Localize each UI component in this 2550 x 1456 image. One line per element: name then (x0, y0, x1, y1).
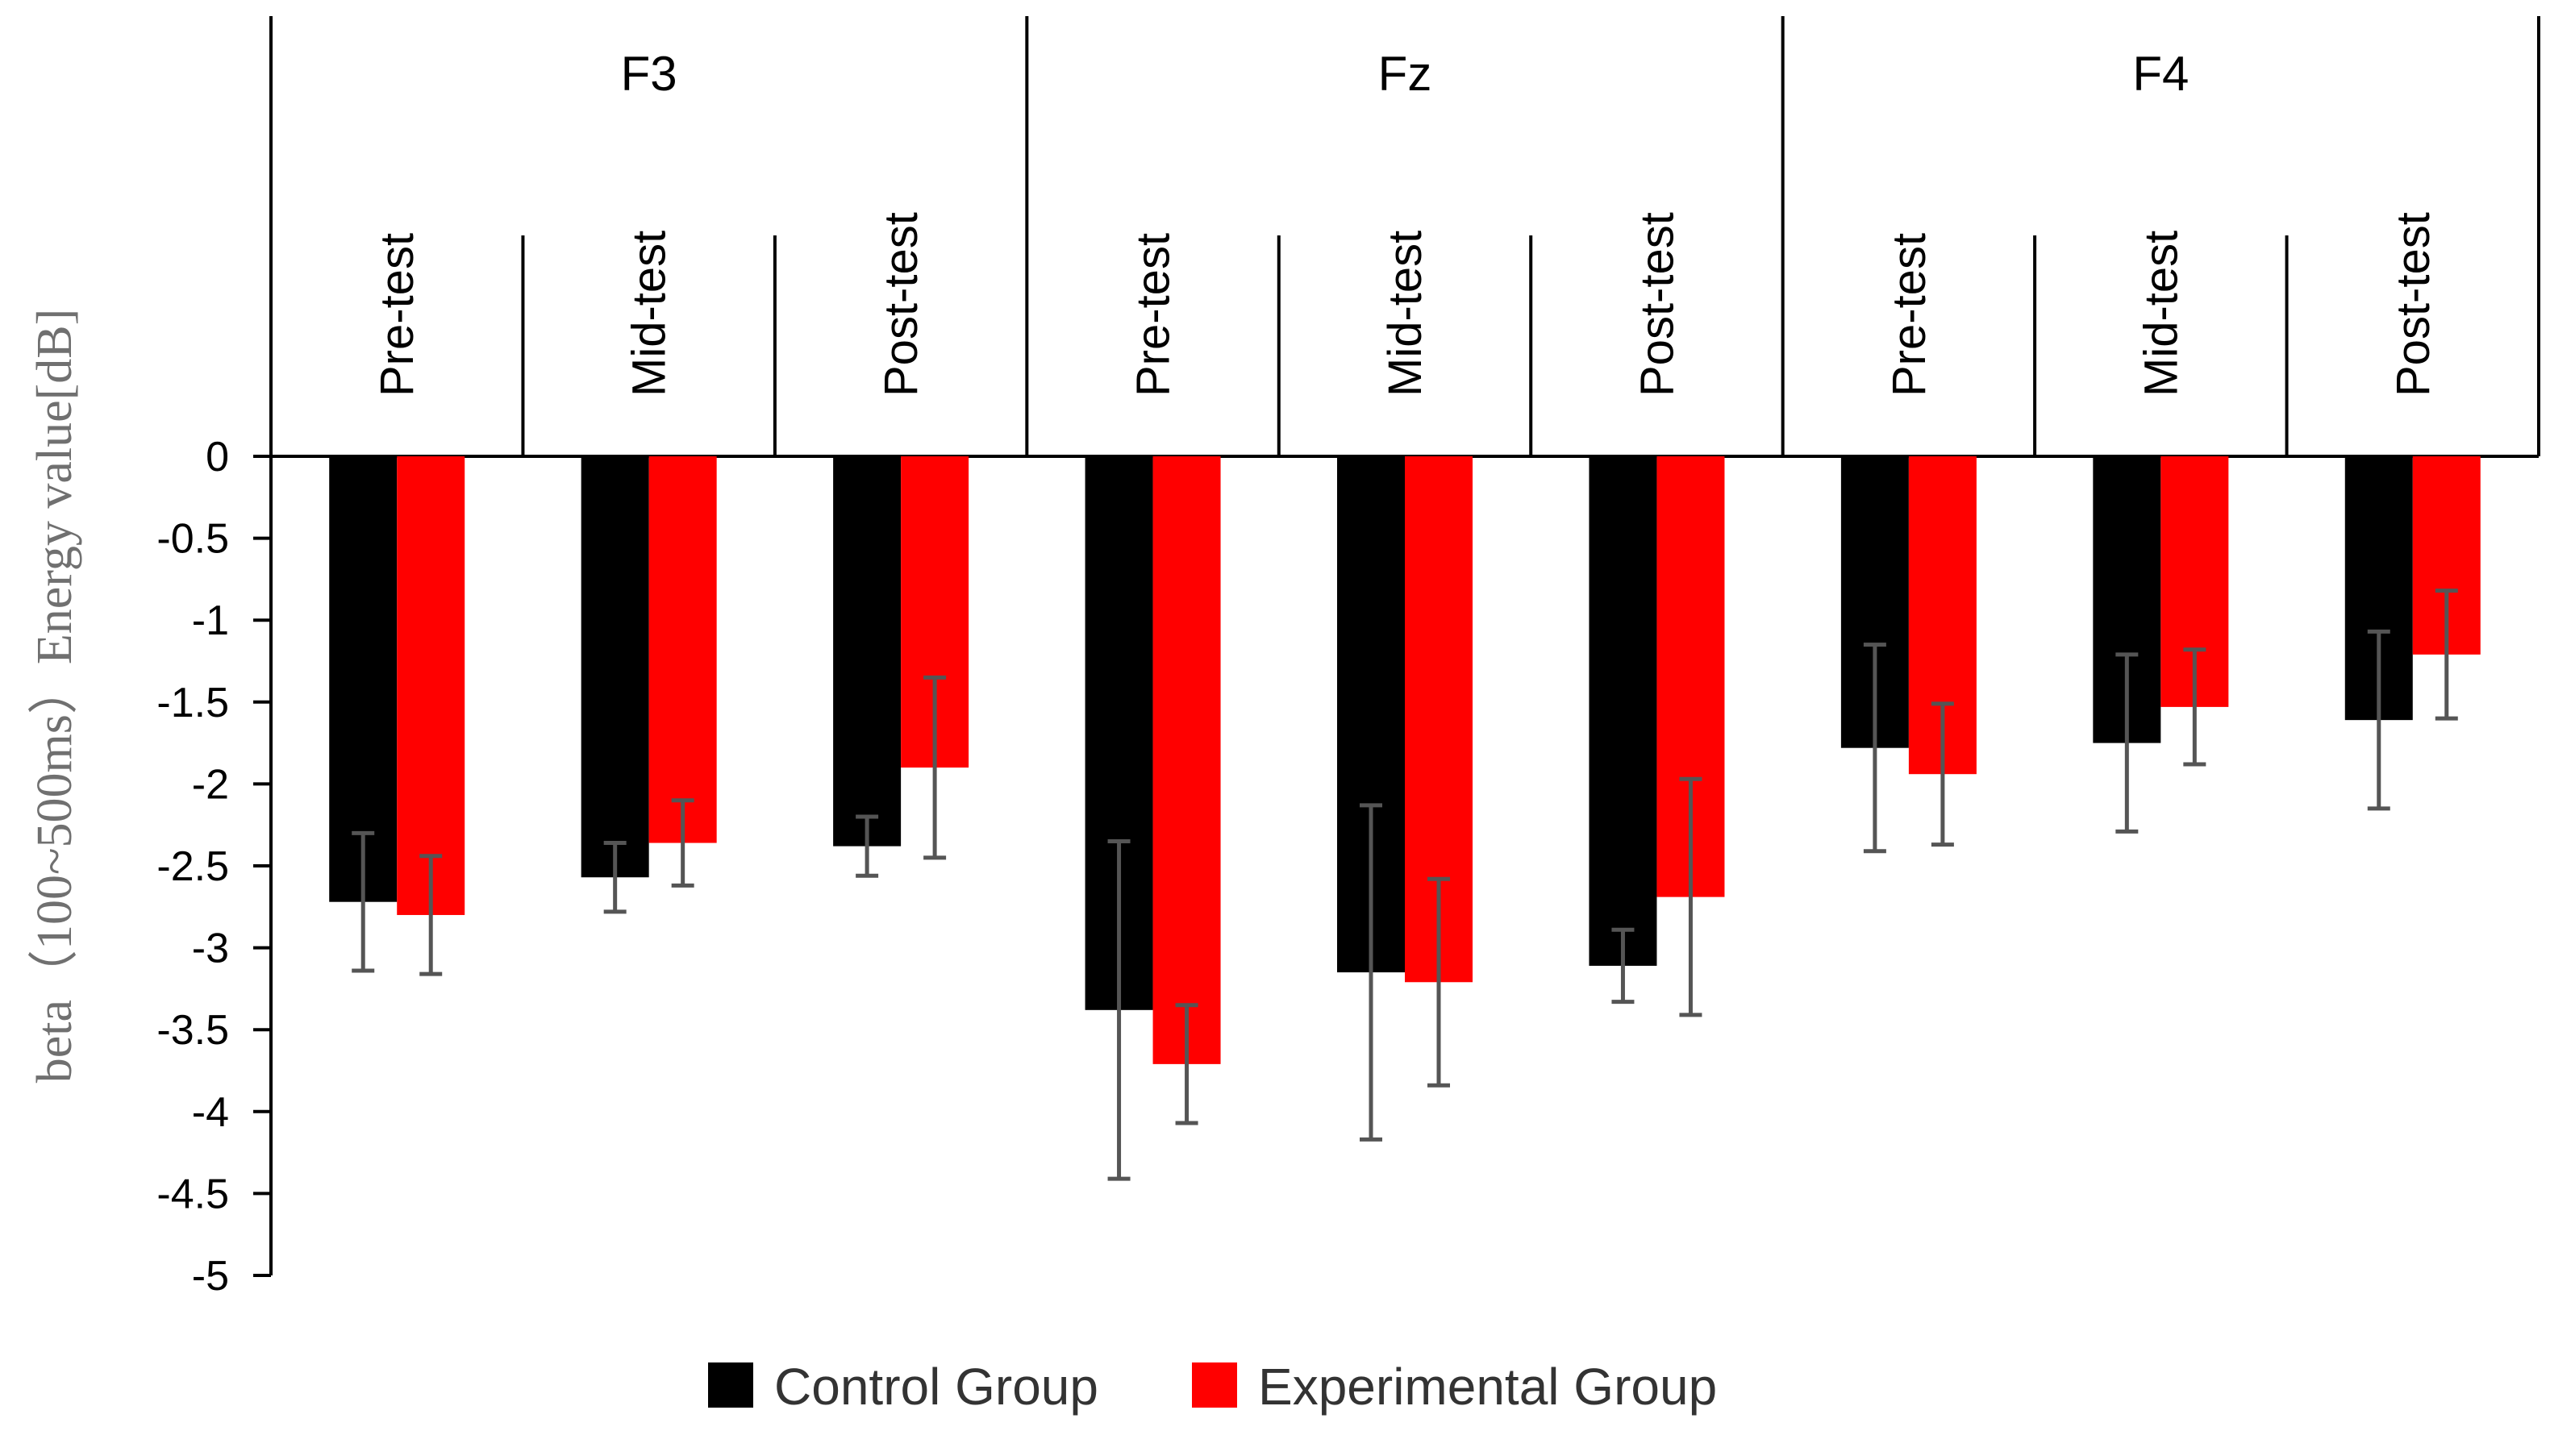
legend: Control Group Experimental Group (708, 1358, 1717, 1416)
y-tick-label: 0 (206, 434, 229, 480)
error-bars (352, 589, 2458, 1181)
legend-swatch (708, 1362, 753, 1408)
phase-label: Post-test (1631, 212, 1683, 397)
y-tick-label: -3.5 (156, 1007, 229, 1054)
phase-label: Mid-test (623, 231, 676, 397)
phase-label: Mid-test (2135, 231, 2187, 397)
phase-label: Mid-test (1379, 231, 1431, 397)
y-axis: 0 -0.5 -1 -1.5 -2 -2.5 -3 -3.5 -4 -4.5 -5 (156, 434, 273, 1300)
phase-label: Pre-test (1883, 233, 1935, 397)
bar-control-group (1589, 456, 1657, 966)
legend-label: Control Group (774, 1358, 1098, 1416)
group-label: F4 (2132, 47, 2189, 101)
y-tick-label: -0.5 (156, 516, 229, 563)
phase-label: Pre-test (371, 233, 423, 397)
y-tick-label: -5 (192, 1253, 229, 1300)
phase-label: Post-test (2387, 212, 2440, 397)
phase-label: Pre-test (1127, 233, 1180, 397)
y-tick-label: -4 (192, 1089, 229, 1136)
group-label: F3 (621, 47, 677, 101)
y-tick-label: -4.5 (156, 1171, 229, 1217)
legend-swatch (1192, 1362, 1237, 1408)
bar-experimental-group (1152, 456, 1221, 1064)
group-label: Fz (1378, 47, 1432, 101)
bar-control-group (581, 456, 649, 878)
y-tick-label: -3 (192, 926, 229, 972)
y-axis-label: beta（100~500ms）Energy value[dB] (27, 309, 82, 1084)
bar-experimental-group (397, 456, 465, 915)
bars (329, 456, 2481, 1064)
bar-experimental-group (648, 456, 717, 843)
bar-control-group (329, 456, 398, 902)
y-tick-label: -2.5 (156, 843, 229, 890)
category-headers: F3 Fz F4 Pre-test Mid-test Post-test Pre-test M… (371, 47, 2440, 397)
phase-label: Post-test (875, 212, 927, 397)
y-tick-label: -2 (192, 761, 229, 808)
legend-label: Experimental Group (1258, 1358, 1717, 1416)
y-tick-label: -1 (192, 597, 229, 644)
y-tick-label: -1.5 (156, 680, 229, 726)
bar-control-group (833, 456, 902, 847)
